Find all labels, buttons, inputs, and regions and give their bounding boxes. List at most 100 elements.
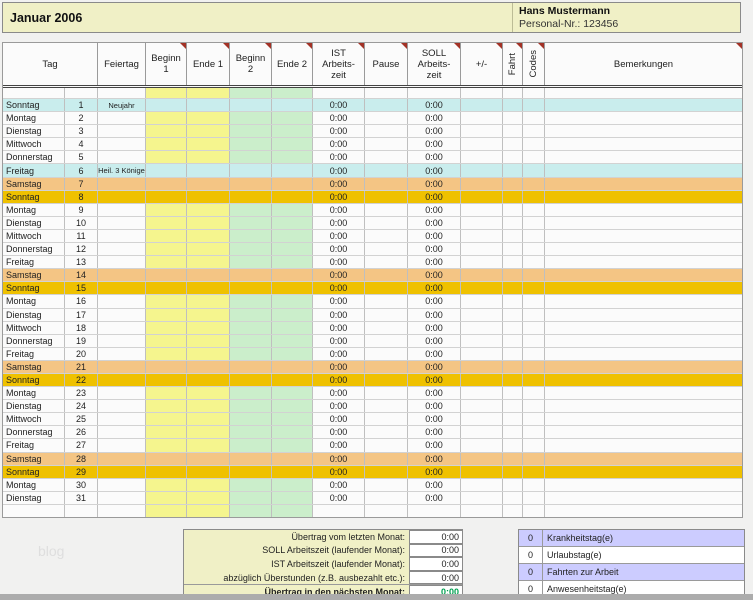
fahrt-cell[interactable] — [503, 360, 523, 373]
day-name-cell[interactable]: Dienstag — [3, 125, 65, 138]
fahrt-cell[interactable] — [503, 504, 523, 517]
day-number-cell[interactable]: 5 — [65, 151, 98, 164]
codes-cell[interactable] — [523, 360, 545, 373]
codes-cell[interactable] — [523, 504, 545, 517]
codes-cell[interactable] — [523, 334, 545, 347]
plusminus-cell[interactable] — [461, 112, 503, 125]
bemerkungen-cell[interactable] — [545, 465, 742, 478]
day-number-cell[interactable]: 28 — [65, 452, 98, 465]
codes-cell[interactable] — [523, 400, 545, 413]
bemerkungen-cell[interactable] — [545, 151, 742, 164]
fahrt-cell[interactable] — [503, 229, 523, 243]
soll-cell[interactable]: 0:00 — [408, 243, 461, 256]
day-number-cell[interactable]: 3 — [65, 125, 98, 138]
codes-cell[interactable] — [523, 151, 545, 164]
day-name-cell[interactable]: Samstag — [3, 360, 65, 373]
soll-cell[interactable]: 0:00 — [408, 400, 461, 413]
ende1-cell[interactable] — [187, 99, 230, 112]
fahrt-cell[interactable] — [503, 243, 523, 256]
ende1-cell[interactable] — [187, 216, 230, 229]
day-number-cell[interactable]: 8 — [65, 190, 98, 203]
bemerkungen-cell[interactable] — [545, 308, 742, 321]
day-number-cell[interactable]: 14 — [65, 269, 98, 282]
fahrt-cell[interactable] — [503, 282, 523, 295]
day-name-cell[interactable]: Donnerstag — [3, 243, 65, 256]
beginn1-cell[interactable] — [146, 400, 187, 413]
plusminus-cell[interactable] — [461, 216, 503, 229]
day-number-cell[interactable]: 7 — [65, 177, 98, 190]
plusminus-cell[interactable] — [461, 387, 503, 400]
holiday-cell[interactable] — [98, 229, 146, 243]
bemerkungen-cell[interactable] — [545, 243, 742, 256]
bemerkungen-cell[interactable] — [545, 452, 742, 465]
bemerkungen-cell[interactable] — [545, 203, 742, 216]
soll-cell[interactable]: 0:00 — [408, 413, 461, 426]
beginn1-cell[interactable] — [146, 452, 187, 465]
pause-cell[interactable] — [365, 112, 408, 125]
ist-cell[interactable]: 0:00 — [313, 256, 365, 269]
fahrt-cell[interactable] — [503, 203, 523, 216]
beginn1-cell[interactable] — [146, 360, 187, 373]
fahrt-cell[interactable] — [503, 138, 523, 151]
ist-cell[interactable]: 0:00 — [313, 373, 365, 387]
beginn1-cell[interactable] — [146, 321, 187, 334]
plusminus-cell[interactable] — [461, 321, 503, 334]
day-name-cell[interactable]: Donnerstag — [3, 151, 65, 164]
holiday-cell[interactable] — [98, 177, 146, 190]
ende1-cell[interactable] — [187, 452, 230, 465]
plusminus-cell[interactable] — [461, 465, 503, 478]
codes-cell[interactable] — [523, 256, 545, 269]
day-number-cell[interactable]: 26 — [65, 426, 98, 439]
codes-cell[interactable] — [523, 177, 545, 190]
soll-cell[interactable]: 0:00 — [408, 439, 461, 452]
fahrt-cell[interactable] — [503, 216, 523, 229]
ende1-cell[interactable] — [187, 203, 230, 216]
ende1-cell[interactable] — [187, 295, 230, 308]
beginn2-cell[interactable] — [230, 125, 272, 138]
pause-cell[interactable] — [365, 138, 408, 151]
ende1-cell[interactable] — [187, 282, 230, 295]
summary-value-cell[interactable]: 0:00 — [409, 543, 462, 558]
holiday-cell[interactable] — [98, 216, 146, 229]
day-name-cell[interactable]: Freitag — [3, 256, 65, 269]
ende1-cell[interactable] — [187, 256, 230, 269]
fahrt-cell[interactable] — [503, 177, 523, 190]
soll-cell[interactable]: 0:00 — [408, 164, 461, 177]
soll-cell[interactable]: 0:00 — [408, 308, 461, 321]
plusminus-cell[interactable] — [461, 190, 503, 203]
day-name-cell[interactable]: Dienstag — [3, 491, 65, 504]
pause-cell[interactable] — [365, 504, 408, 517]
fahrt-cell[interactable] — [503, 125, 523, 138]
plusminus-cell[interactable] — [461, 334, 503, 347]
pause-cell[interactable] — [365, 452, 408, 465]
beginn1-cell[interactable] — [146, 229, 187, 243]
fahrt-cell[interactable] — [503, 452, 523, 465]
beginn2-cell[interactable] — [230, 334, 272, 347]
ende1-cell[interactable] — [187, 177, 230, 190]
ist-cell[interactable]: 0:00 — [313, 478, 365, 491]
day-number-cell[interactable]: 4 — [65, 138, 98, 151]
soll-cell[interactable]: 0:00 — [408, 295, 461, 308]
ende2-cell[interactable] — [272, 99, 313, 112]
beginn1-cell[interactable] — [146, 504, 187, 517]
plusminus-cell[interactable] — [461, 491, 503, 504]
ende1-cell[interactable] — [187, 112, 230, 125]
holiday-cell[interactable] — [98, 400, 146, 413]
holiday-cell[interactable]: Neujahr — [98, 99, 146, 112]
day-number-cell[interactable]: 24 — [65, 400, 98, 413]
fahrt-cell[interactable] — [503, 347, 523, 360]
beginn2-cell[interactable] — [230, 373, 272, 387]
day-name-cell[interactable] — [3, 504, 65, 517]
ist-cell[interactable]: 0:00 — [313, 491, 365, 504]
beginn2-cell[interactable] — [230, 413, 272, 426]
codes-cell[interactable] — [523, 243, 545, 256]
day-number-cell[interactable]: 10 — [65, 216, 98, 229]
fahrt-cell[interactable] — [503, 190, 523, 203]
ende1-cell[interactable] — [187, 334, 230, 347]
ende1-cell[interactable] — [187, 164, 230, 177]
beginn2-cell[interactable] — [230, 256, 272, 269]
fahrt-cell[interactable] — [503, 112, 523, 125]
beginn1-cell[interactable] — [146, 112, 187, 125]
soll-cell[interactable]: 0:00 — [408, 360, 461, 373]
beginn2-cell[interactable] — [230, 216, 272, 229]
